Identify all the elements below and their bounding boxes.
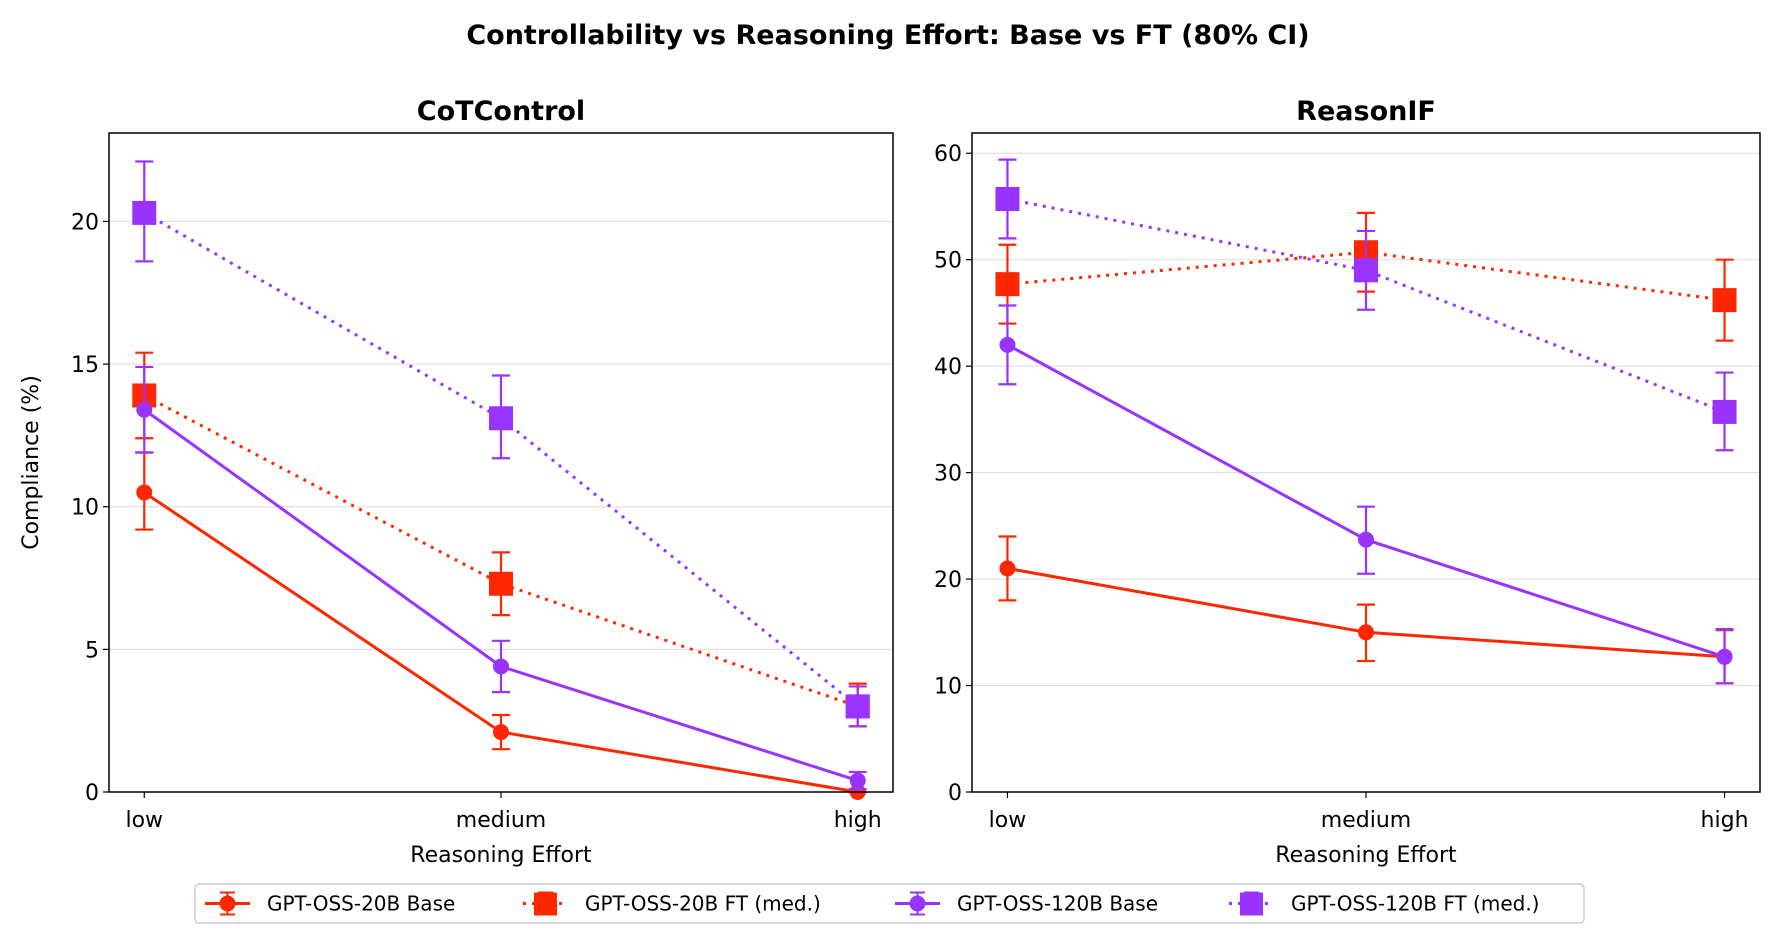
data-point xyxy=(489,406,513,431)
data-point xyxy=(995,187,1020,212)
data-point xyxy=(136,484,153,501)
legend-entry: GPT-OSS-120B FT (med.) xyxy=(1229,891,1540,916)
legend-marker xyxy=(534,892,557,916)
y-tick-label: 0 xyxy=(85,781,99,806)
legend-marker xyxy=(1240,892,1263,916)
x-tick-label: high xyxy=(834,808,882,833)
axes-frame xyxy=(108,132,894,793)
legend-label: GPT-OSS-120B Base xyxy=(957,892,1158,916)
data-point xyxy=(999,336,1016,353)
data-point xyxy=(849,772,866,789)
y-tick-label: 50 xyxy=(934,249,962,274)
legend-entry: GPT-OSS-20B FT (med.) xyxy=(523,891,821,916)
x-tick-label: low xyxy=(125,808,163,833)
y-tick-label: 0 xyxy=(948,781,962,806)
series-gpt-oss-120b-ft-med xyxy=(995,158,1737,452)
data-point xyxy=(1358,531,1374,548)
y-tick-label: 10 xyxy=(934,675,962,700)
x-tick-label: medium xyxy=(456,808,546,833)
data-point xyxy=(493,658,509,675)
y-tick-label: 30 xyxy=(934,462,962,487)
x-tick-label: medium xyxy=(1321,808,1411,833)
series-line xyxy=(1007,250,1725,302)
series-gpt-oss-120b-ft-med xyxy=(132,160,870,728)
x-tick-label: low xyxy=(989,808,1027,833)
panel-reasonif: 0 10 20 30 40 50 60 low medium high ReasonIF Reason… xyxy=(934,96,1761,868)
x-axis-label: Reasoning Effort xyxy=(1275,843,1457,868)
y-tick-label: 5 xyxy=(85,638,99,663)
y-tick-label: 20 xyxy=(934,568,962,593)
legend-label: GPT-OSS-20B FT (med.) xyxy=(585,892,821,916)
y-tick-label: 20 xyxy=(71,210,99,235)
y-tick-label: 60 xyxy=(934,142,962,167)
data-point xyxy=(132,200,157,225)
y-tick-label: 10 xyxy=(71,496,99,521)
figure-title: Controllability vs Reasoning Effort: Bas… xyxy=(466,20,1309,51)
y-tick-label: 40 xyxy=(934,355,962,380)
series-gpt-oss-20b-ft-med xyxy=(995,211,1737,342)
y-tick-label: 15 xyxy=(71,353,99,378)
legend: GPT-OSS-20B Base GPT-OSS-20B FT (med.) GPT… xyxy=(194,883,1585,924)
panel-cotcontrol: 0 5 10 15 20 low medium high CoTControl Reasoning… xyxy=(19,96,894,868)
data-point xyxy=(489,571,513,596)
series-gpt-oss-120b-base xyxy=(998,304,1734,685)
legend-marker xyxy=(909,895,926,912)
data-point xyxy=(995,272,1020,297)
panel-title: CoTControl xyxy=(417,96,585,127)
data-point xyxy=(845,694,870,719)
data-point xyxy=(1712,288,1737,313)
data-point xyxy=(1712,399,1737,424)
data-point xyxy=(1354,258,1378,283)
legend-marker xyxy=(219,895,236,912)
legend-entry: GPT-OSS-120B Base xyxy=(895,891,1158,916)
x-tick-label: high xyxy=(1701,808,1749,833)
axes-frame xyxy=(971,132,1761,793)
legend-label: GPT-OSS-120B FT (med.) xyxy=(1291,892,1540,916)
x-axis-label: Reasoning Effort xyxy=(410,843,592,868)
legend-entry: GPT-OSS-20B Base xyxy=(205,891,455,916)
data-point xyxy=(999,560,1016,577)
series-line xyxy=(1007,197,1726,414)
series-gpt-oss-120b-base xyxy=(135,365,867,791)
data-point xyxy=(1716,648,1733,665)
y-axis-label: Compliance (%) xyxy=(19,375,44,550)
data-point xyxy=(1358,624,1374,641)
series-line xyxy=(143,211,859,708)
data-point xyxy=(493,724,509,741)
data-point xyxy=(136,401,153,418)
legend-label: GPT-OSS-20B Base xyxy=(267,892,455,916)
panel-title: ReasonIF xyxy=(1296,96,1436,127)
